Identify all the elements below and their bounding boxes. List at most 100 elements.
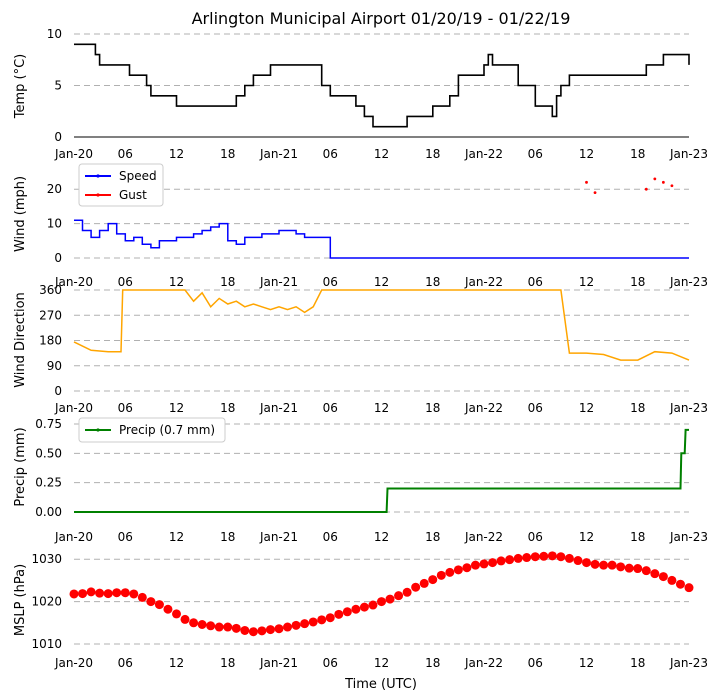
wind-direction-xtick-label: 18	[220, 401, 235, 415]
mslp-point	[180, 614, 190, 624]
precipitation-panel: 0.00 0.25 0.50 0.75 Jan-20 06 12 18 Jan-21 06 12 18…	[13, 417, 708, 544]
precipitation-xtick-label: 06	[323, 530, 338, 544]
wind-direction-xtick-label: 06	[118, 401, 133, 415]
gust-point	[644, 187, 648, 191]
temperature-ytick-label: 10	[47, 27, 62, 41]
mslp-point	[616, 562, 626, 572]
wind-speed-ylabel: Wind (mph)	[13, 176, 28, 252]
mslp-point	[539, 551, 549, 561]
precipitation-xtick-label: 06	[528, 530, 543, 544]
wind-direction-ytick-label: 90	[47, 359, 62, 373]
mslp-point	[479, 559, 489, 569]
mslp-point	[684, 583, 694, 593]
mslp-point	[317, 615, 327, 625]
mslp-point	[667, 575, 677, 585]
mslp-xtick-label: Jan-20	[54, 656, 93, 670]
wind-speed-xtick-label: 18	[220, 275, 235, 289]
precipitation-xtick-label: Jan-21	[259, 530, 298, 544]
precipitation-xtick-label: 12	[579, 530, 594, 544]
precipitation-legend-marker	[96, 428, 100, 432]
mslp-point	[103, 589, 113, 599]
mslp-xtick-label: Jan-21	[259, 656, 298, 670]
precipitation-legend: Precip (0.7 mm)	[78, 417, 226, 443]
chart-title: Arlington Municipal Airport 01/20/19 - 0…	[192, 9, 571, 28]
mslp-point	[154, 600, 164, 610]
mslp-point	[530, 552, 540, 562]
mslp-point	[675, 579, 685, 589]
wind-direction-xtick-label: 18	[630, 401, 645, 415]
wind-speed-legend: Speed Gust	[78, 163, 164, 207]
mslp-point	[599, 560, 609, 570]
temperature-xtick-label: 12	[169, 147, 184, 161]
mslp-point	[505, 555, 515, 565]
temperature-xtick-label: Jan-22	[464, 147, 503, 161]
wind-speed-xtick-label: Jan-22	[464, 275, 503, 289]
mslp-point	[641, 566, 651, 576]
mslp-point	[513, 553, 523, 563]
mslp-xtick-label: 18	[220, 656, 235, 670]
mslp-point	[95, 588, 105, 598]
mslp-xtick-label: 12	[579, 656, 594, 670]
mslp-point	[573, 556, 583, 566]
mslp-point	[488, 558, 498, 568]
wind-speed-ytick-label: 10	[47, 217, 62, 231]
wind-speed-xtick-label: 12	[374, 275, 389, 289]
wind-speed-xtick-label: Jan-23	[669, 275, 708, 289]
wind-speed-xtick-label: Jan-21	[259, 275, 298, 289]
mslp-xtick-label: 06	[528, 656, 543, 670]
temperature-xtick-label: 06	[118, 147, 133, 161]
mslp-point	[658, 572, 668, 582]
mslp-point	[470, 560, 480, 570]
precipitation-xtick-label: Jan-20	[54, 530, 93, 544]
mslp-point	[265, 625, 275, 635]
gust-point	[593, 191, 597, 195]
wind-direction-panel: 0 90 180 270 360 Jan-20 06 12 18 Jan-21 06 12 18 Jan-…	[13, 283, 708, 415]
wind-speed-xtick-label: 12	[579, 275, 594, 289]
wind-speed-panel: 0 10 20 Jan-20 06 12 18 Jan-21 06 12 18 Jan-22 06 12 1…	[13, 163, 708, 289]
mslp-point	[69, 589, 79, 599]
mslp-point	[377, 597, 386, 607]
mslp-point	[283, 622, 293, 632]
direction-series-line	[73, 289, 690, 361]
temp-series-line	[74, 43, 690, 128]
wind-direction-ylabel: Wind Direction	[13, 292, 28, 388]
temperature-ytick-label: 5	[54, 79, 62, 93]
mslp-xtick-label: 06	[323, 656, 338, 670]
temperature-xtick-label: 18	[425, 147, 440, 161]
precipitation-ytick-label: 0.25	[35, 476, 62, 490]
mslp-point	[240, 625, 250, 635]
mslp-point	[112, 588, 122, 598]
wind-speed-legend-marker	[96, 193, 100, 197]
wind-speed-ytick-label: 20	[47, 182, 62, 196]
precipitation-xtick-label: 18	[630, 530, 645, 544]
precipitation-xtick-label: Jan-23	[669, 530, 708, 544]
mslp-point	[590, 559, 600, 569]
wind-speed-legend-label: Speed	[119, 169, 157, 183]
mslp-point	[137, 592, 147, 602]
mslp-point	[445, 567, 455, 577]
mslp-point	[291, 620, 301, 630]
mslp-point	[419, 578, 429, 588]
mslp-ytick-label: 1020	[31, 595, 62, 609]
gust-point	[670, 184, 674, 188]
temperature-xtick-label: Jan-21	[259, 147, 298, 161]
mslp-ytick-label: 1010	[31, 637, 62, 651]
mslp-point	[257, 626, 267, 636]
wind-speed-legend-marker	[96, 174, 100, 178]
precipitation-xtick-label: 18	[425, 530, 440, 544]
gust-point	[653, 177, 657, 181]
wind-speed-xtick-label: 06	[323, 275, 338, 289]
mslp-point	[231, 623, 241, 633]
temperature-ylabel: Temp (°C)	[13, 54, 28, 120]
mslp-point	[129, 589, 139, 599]
mslp-xtick-label: Jan-22	[464, 656, 503, 670]
wind-direction-xtick-label: 06	[323, 401, 338, 415]
mslp-point	[325, 613, 335, 623]
mslp-point	[633, 564, 643, 574]
wind-direction-xtick-label: Jan-23	[669, 401, 708, 415]
wind-speed-xtick-label: 18	[425, 275, 440, 289]
mslp-point	[582, 558, 591, 568]
precipitation-xtick-label: 12	[169, 530, 184, 544]
mslp-ytick-label: 1030	[31, 552, 62, 566]
gust-point	[585, 180, 588, 184]
